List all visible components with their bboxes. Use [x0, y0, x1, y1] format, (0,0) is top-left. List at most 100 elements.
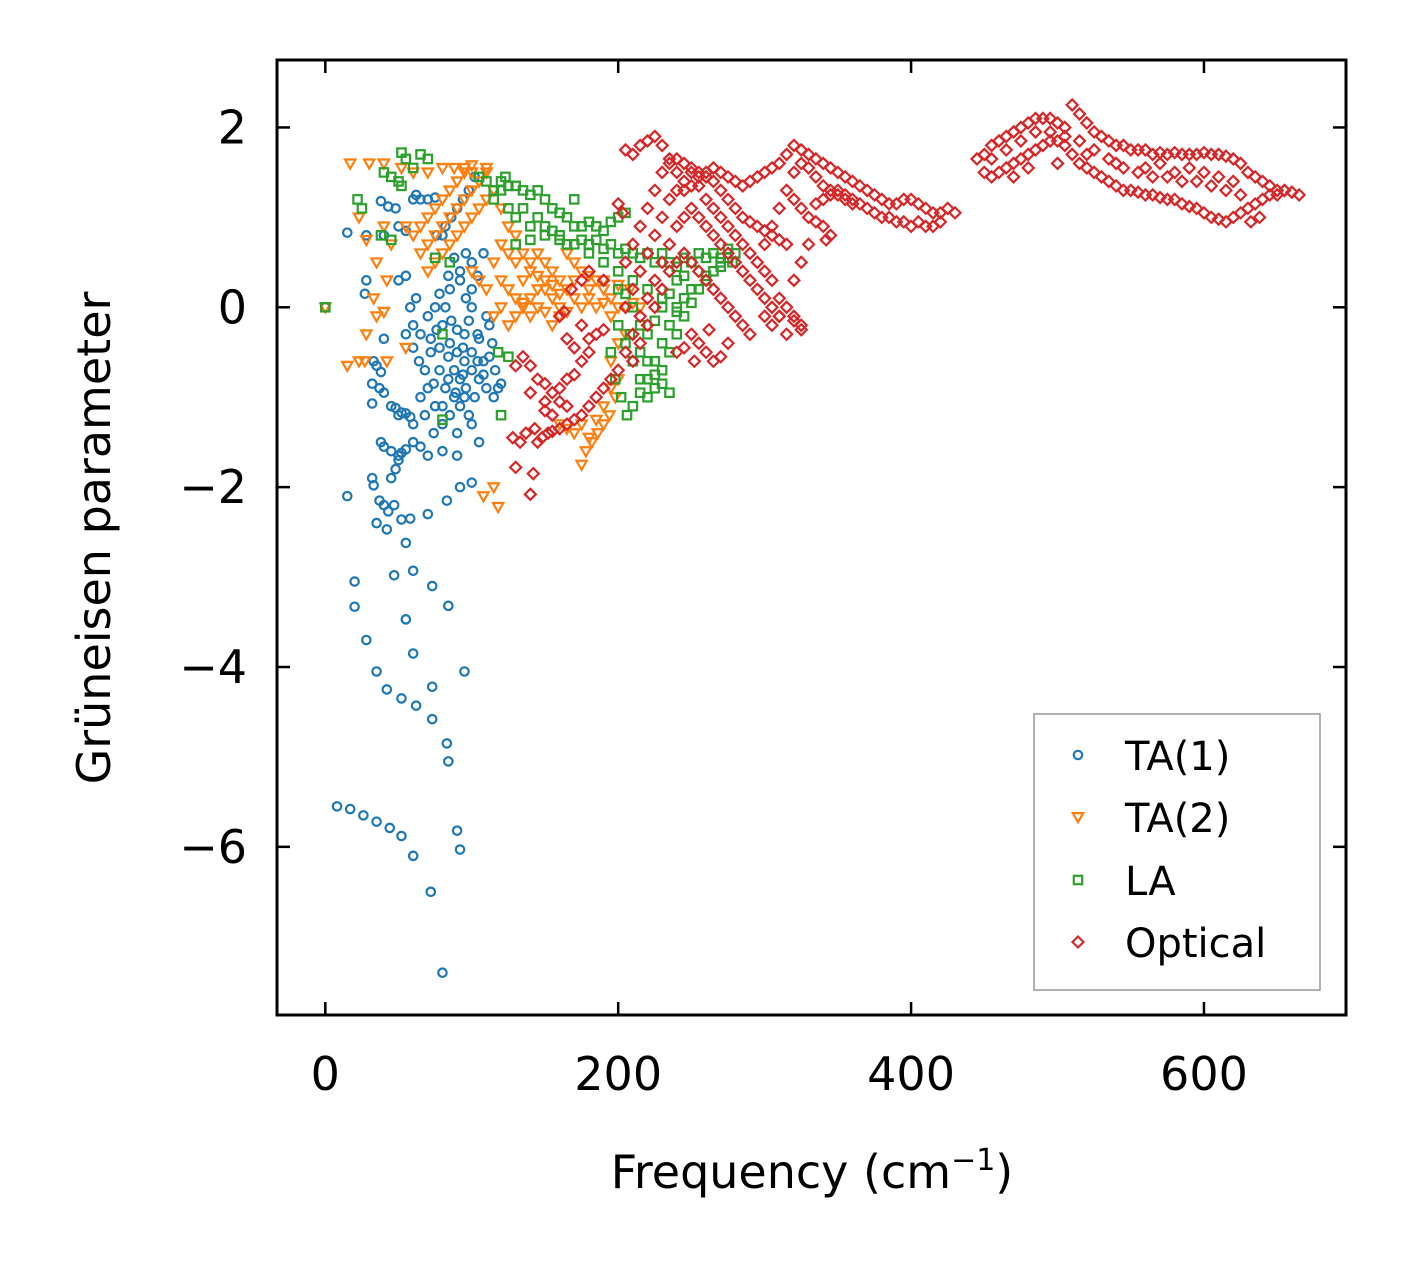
data-point — [699, 192, 714, 207]
data-point — [1196, 165, 1212, 180]
data-point — [447, 162, 462, 176]
data-point — [1087, 165, 1102, 180]
data-point — [358, 810, 369, 821]
plot-frame — [275, 58, 1348, 1017]
legend-label: TA(1) — [1124, 734, 1230, 780]
data-point — [1240, 165, 1255, 180]
data-point — [1079, 160, 1094, 175]
data-point — [706, 201, 721, 216]
data-point — [581, 284, 597, 297]
data-point — [838, 169, 853, 184]
data-point — [581, 270, 597, 284]
data-point — [515, 297, 531, 311]
data-point — [530, 372, 545, 387]
data-point — [513, 435, 528, 450]
data-point — [728, 228, 743, 243]
data-point — [460, 248, 472, 259]
y-tick-label: −6 — [179, 820, 247, 874]
data-point — [708, 266, 719, 277]
data-point — [463, 315, 475, 327]
data-point — [561, 212, 573, 223]
data-point — [1079, 147, 1094, 162]
data-point — [647, 273, 662, 288]
data-point — [450, 230, 465, 243]
data-point — [400, 444, 412, 455]
data-point — [677, 156, 692, 171]
data-point — [713, 349, 728, 364]
data-point — [620, 207, 631, 219]
data-point — [361, 275, 372, 286]
data-point — [735, 264, 750, 279]
data-point — [589, 390, 604, 405]
data-point — [621, 409, 633, 421]
data-point — [407, 850, 419, 862]
data-point — [349, 601, 360, 613]
data-point — [369, 257, 384, 270]
data-point — [1167, 145, 1182, 160]
data-point — [779, 237, 794, 252]
data-point — [860, 183, 875, 198]
data-point — [472, 355, 483, 367]
data-point — [867, 205, 882, 220]
data-point — [466, 418, 478, 430]
data-point — [488, 194, 500, 205]
data-point — [473, 333, 485, 345]
data-point — [1013, 133, 1028, 148]
data-point — [874, 192, 889, 207]
data-point — [706, 160, 721, 175]
data-point — [466, 284, 478, 295]
data-point — [779, 300, 794, 315]
data-point — [413, 221, 428, 234]
data-point — [1284, 185, 1299, 200]
data-point — [684, 178, 699, 193]
data-point — [1226, 174, 1241, 189]
data-point — [1006, 169, 1021, 184]
data-point — [620, 288, 631, 300]
data-point — [341, 490, 353, 502]
data-point — [605, 346, 617, 358]
data-point — [526, 466, 541, 481]
data-point — [764, 300, 780, 315]
data-point — [612, 319, 624, 331]
data-point — [574, 318, 589, 333]
series-la — [320, 147, 741, 425]
data-point — [647, 228, 662, 243]
data-point — [977, 165, 992, 180]
data-point — [671, 306, 683, 318]
data-point — [671, 261, 683, 273]
data-point — [443, 270, 454, 282]
data-point — [448, 364, 460, 376]
data-point — [609, 373, 621, 385]
data-point — [539, 221, 551, 232]
data-point — [713, 237, 728, 252]
data-point — [649, 369, 661, 381]
data-point — [669, 255, 684, 270]
data-point — [1109, 178, 1124, 193]
data-point — [398, 221, 413, 234]
data-point — [435, 162, 450, 176]
data-point — [486, 482, 501, 495]
data-point — [493, 302, 509, 315]
data-point — [451, 324, 463, 336]
data-point — [1138, 142, 1153, 157]
data-point — [720, 246, 736, 261]
legend-label: LA — [1125, 859, 1176, 905]
data-point — [720, 336, 736, 351]
data-point — [602, 410, 617, 423]
data-point — [554, 230, 565, 241]
data-point — [735, 210, 750, 225]
legend: TA(1) TA(2) LA Optical — [1033, 713, 1321, 991]
data-point — [530, 284, 545, 297]
data-point — [537, 403, 553, 418]
data-point — [375, 366, 387, 378]
data-point — [728, 174, 743, 189]
data-point — [537, 257, 553, 270]
x-axis-label: Frequency (cm−1) — [611, 1143, 1014, 1199]
data-point — [772, 232, 787, 247]
data-point — [801, 147, 816, 162]
data-point — [404, 301, 416, 313]
data-point — [508, 358, 523, 373]
data-point — [742, 214, 758, 229]
data-point — [933, 214, 948, 229]
